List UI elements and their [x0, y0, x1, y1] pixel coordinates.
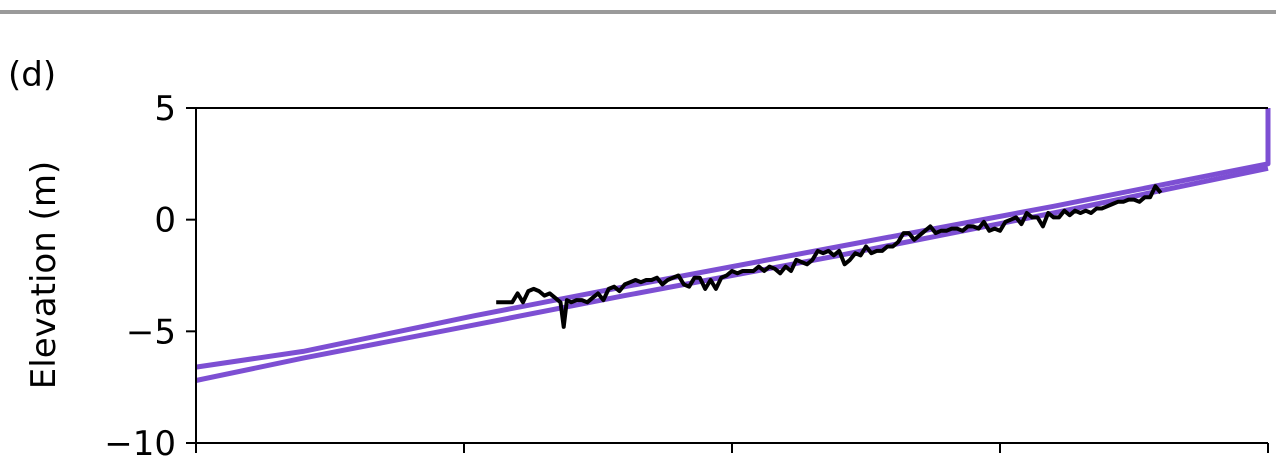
model-profile-line-1 [195, 108, 1271, 370]
y-tick-label: −5 [126, 312, 176, 352]
y-tick-label: 5 [154, 89, 176, 129]
y-tick-label: −10 [104, 424, 176, 464]
model-profile-line-2 [195, 165, 1269, 383]
plot-area: −10 −5 0 5 [104, 89, 1271, 464]
panel-label: (d) [8, 55, 56, 95]
y-axis-label: Elevation (m) [24, 161, 64, 389]
observed-profile-line [496, 184, 1163, 329]
y-tick-label: 0 [154, 201, 176, 241]
